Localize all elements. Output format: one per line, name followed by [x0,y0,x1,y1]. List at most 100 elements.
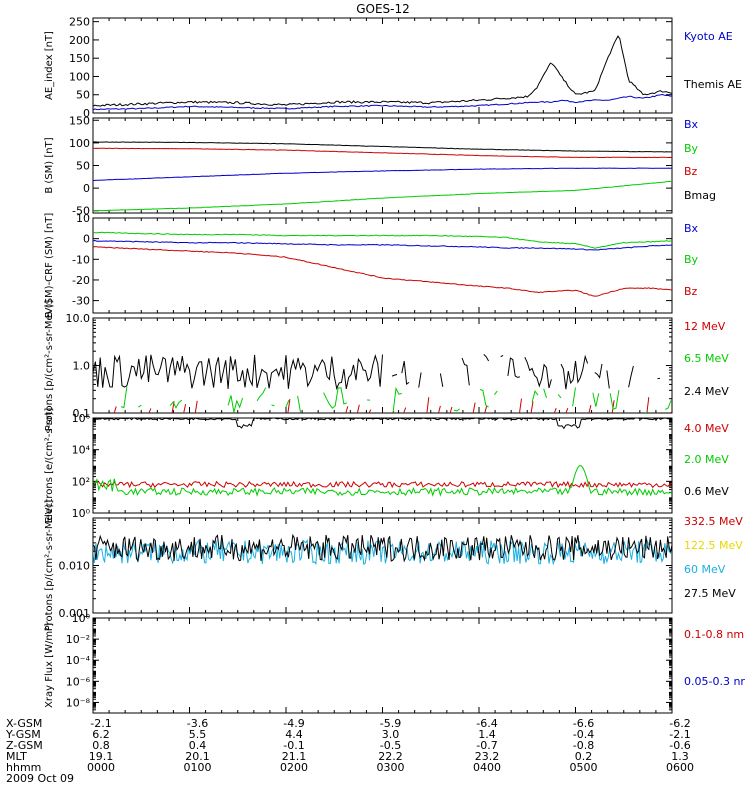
y-tick-label: 10⁻⁶ [66,675,91,688]
y-tick-label: 0 [83,107,90,120]
legend-2-0-mev: 2.0 MeV [684,453,729,466]
y-tick-label: 0 [83,182,90,195]
y-axis-label: B (SM) [nT] [44,137,55,193]
orbit-value: 0.2 [575,750,593,763]
orbit-value: 0.4 [189,739,207,752]
series-60-mev [93,538,672,566]
orbit-value: -0.5 [380,739,401,752]
y-tick-label: 0 [83,233,90,246]
panel-xray: 10⁻⁸ 10⁻⁶ 10⁻⁴ 10⁻² 10⁰ Xray Flux [W/m²] 0.1-0… [44,612,745,714]
series-bx [93,239,672,251]
orbit-value: 0100 [184,761,212,774]
orbit-value: -2.1 [90,717,111,730]
y-tick-label: -20 [72,274,90,287]
legend-bz: Bz [684,285,698,298]
legend-bx: Bx [684,222,699,235]
orbit-value: 20.1 [185,750,210,763]
orbit-value: 4.4 [285,728,303,741]
y-tick-label: 150 [69,52,90,65]
y-tick-label: 250 [69,16,90,29]
series-bx [93,167,672,182]
orbit-value: -6.6 [573,717,594,730]
y-tick-label: 150 [69,114,90,127]
orbit-value: 22.2 [378,750,403,763]
y-tick-label: 50 [76,89,90,102]
panel-b: -50 0 50 100 150 B (SM) [nT] Bx By Bz Bmag [44,114,716,217]
legend-bz: Bz [684,165,698,178]
series-by [93,231,672,249]
orbit-row-label: MLT [6,750,27,763]
y-tick-label: 100 [69,137,90,150]
y-tick-label: 10.0 [66,312,91,325]
orbit-row-label: X-GSM [6,717,42,730]
y-tick-label: 10⁻² [66,633,90,646]
series-4-0-mev [93,480,672,489]
legend-0-6-mev: 0.6 MeV [684,485,729,498]
orbit-table: X-GSMY-GSMZ-GSMMLThhmm-2.16.20.819.10000… [5,717,694,785]
footer-date: 2009 Oct 09 [6,772,74,785]
orbit-row-label: hhmm [6,761,41,774]
orbit-value: -5.9 [380,717,401,730]
legend-4-0-mev: 4.0 MeV [684,422,729,435]
y-tick-label: 100 [69,70,90,83]
series-0-6-mev [93,418,672,430]
y-tick-label: 1.0 [73,360,91,373]
figure-title: GOES-12 [356,2,410,16]
legend-60-mev: 60 MeV [684,563,726,576]
orbit-value: -3.6 [187,717,208,730]
y-axis-label: B (SM)-CRF (SM) [nT] [44,213,55,319]
orbit-value: -0.4 [573,728,594,741]
orbit-value: 19.1 [89,750,114,763]
series-themis-ae [93,35,672,107]
orbit-value: 3.0 [382,728,400,741]
y-tick-label: 0.1 [73,407,91,420]
orbit-row-label: Y-GSM [5,728,41,741]
legend-bmag: Bmag [684,189,716,202]
orbit-value: -2.1 [669,728,690,741]
legend-kyoto-ae: Kyoto AE [684,30,733,43]
series-12-mev [113,397,672,413]
y-axis-label: Protons [p/(cm²-s-sr-MeV)] [44,500,55,632]
panel-protons_high: 0.001 0.010 Protons [p/(cm²-s-sr-MeV)] 332.… [44,500,743,632]
y-tick-label: 50 [76,160,90,173]
series-6-5-mev [120,386,672,413]
orbit-value: 0300 [377,761,405,774]
panel-frame [92,617,673,714]
series-bz [93,147,672,159]
panel-bd: -30 -20 -10 0 10 B (SM)-CRF (SM) [nT] Bx By Bz [44,212,699,318]
orbit-value: -4.9 [283,717,304,730]
y-tick-label: 10⁰ [72,507,91,520]
orbit-value: -0.8 [573,739,594,752]
orbit-value: -0.6 [669,739,690,752]
panel-frame [92,317,673,414]
panel-frame [92,17,673,114]
legend-6-5-mev: 6.5 MeV [684,352,729,365]
y-tick-label: -30 [72,295,90,308]
y-tick-label: 200 [69,34,90,47]
y-axis-label: AE_index [nT] [44,31,55,100]
panel-frame [92,217,673,314]
orbit-value: 5.5 [189,728,207,741]
panel-ae: 0 50 100 150 200 250 AE_index [nT] Kyoto AE Them… [44,16,742,120]
y-tick-label: 10 [76,212,90,225]
orbit-value: 0600 [666,761,694,774]
legend-27-5-mev: 27.5 MeV [684,587,736,600]
orbit-value: 1.3 [671,750,689,763]
y-axis-label: Electrons [e/(cm²-s-sr)] [44,408,55,524]
legend-122-5-mev: 122.5 MeV [684,539,743,552]
legend-by: By [684,253,699,266]
y-tick-label: 0.010 [59,560,91,573]
panel-frame [92,417,673,514]
orbit-value: -0.7 [476,739,497,752]
legend-332-5-mev: 332.5 MeV [684,515,743,528]
orbit-value: 0500 [570,761,598,774]
legend-by: By [684,142,699,155]
y-tick-label: -10 [72,253,90,266]
orbit-value: 0200 [280,761,308,774]
orbit-value: -6.4 [476,717,497,730]
orbit-value: 0.8 [92,739,110,752]
y-axis-label: Protons [p/(cm²-s-sr-MeV)] [44,300,55,432]
series-2-4-mev [93,354,670,389]
legend-0-1-0-8-nm: 0.1-0.8 nm [684,628,744,641]
